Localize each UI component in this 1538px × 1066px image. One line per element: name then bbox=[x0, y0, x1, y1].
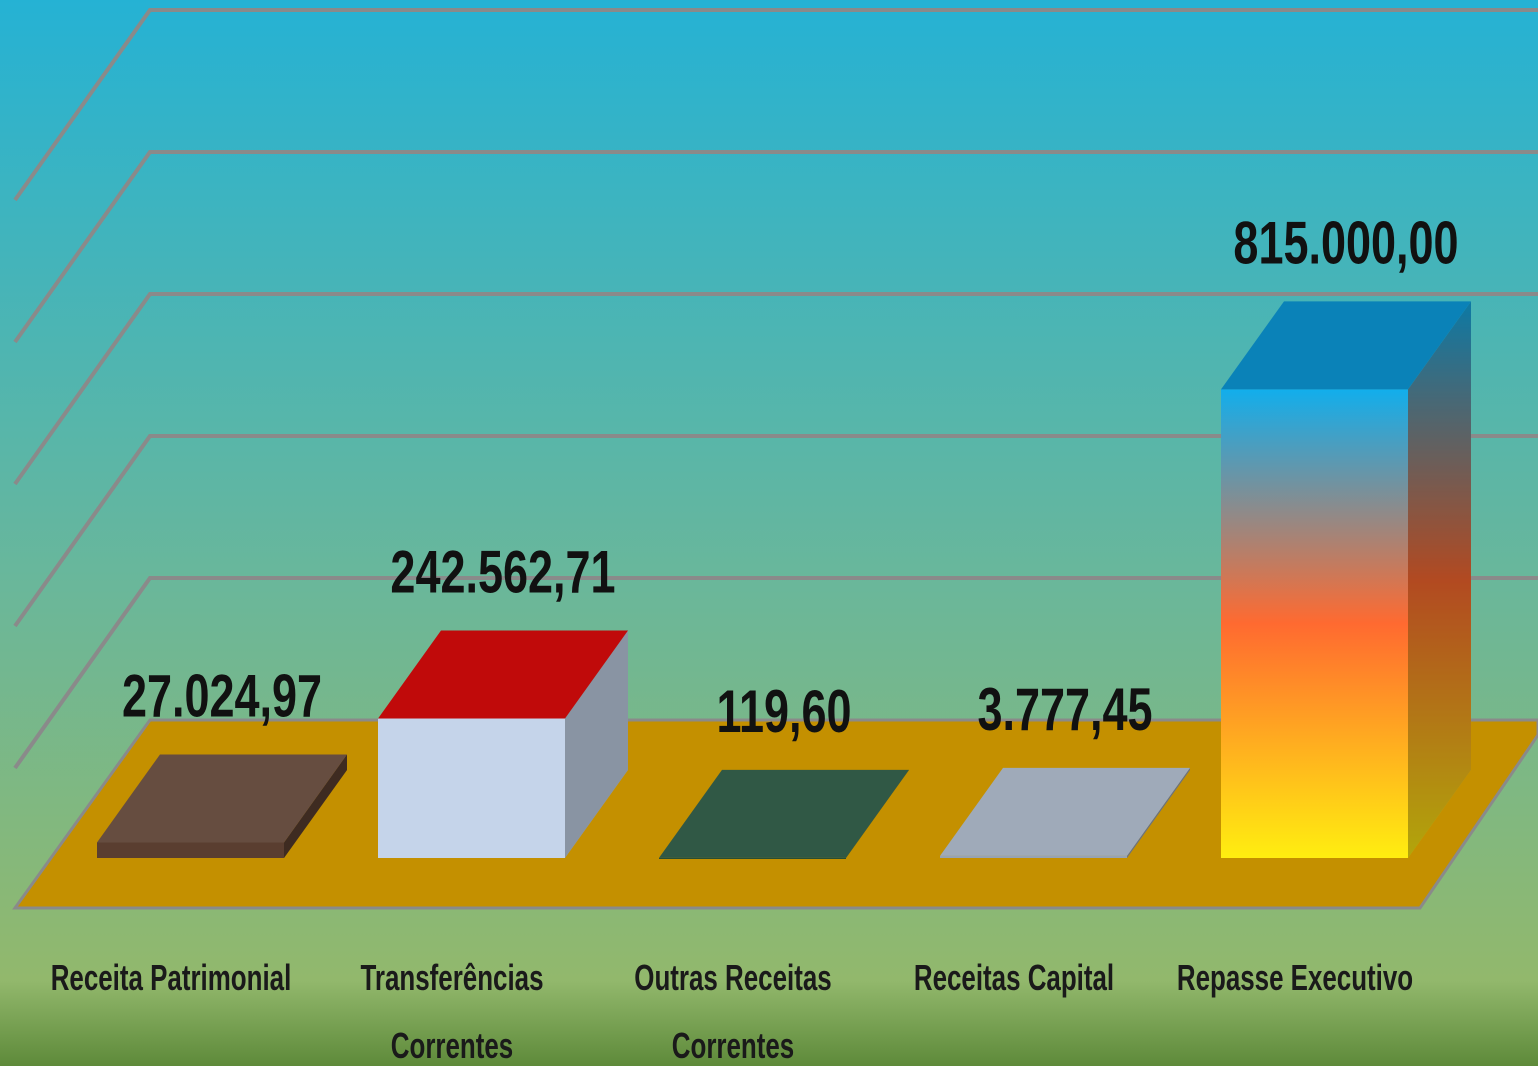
bar-side bbox=[284, 754, 347, 858]
grid-line bbox=[13, 292, 1538, 486]
grid-line bbox=[13, 150, 1538, 344]
bar-side-shade bbox=[565, 630, 628, 858]
bar-top bbox=[940, 767, 1190, 856]
bar bbox=[1221, 389, 1408, 858]
bar-top bbox=[1221, 301, 1471, 390]
bar bbox=[97, 842, 284, 858]
bar-side-shade bbox=[284, 754, 347, 858]
bar-top-shade bbox=[97, 754, 347, 843]
bar-side-shade bbox=[1127, 767, 1190, 858]
x-tick-label: Outras Receitas Correntes bbox=[633, 957, 832, 1066]
x-tick-label: Transferências Correntes bbox=[360, 957, 543, 1066]
value-label: 815.000,00 bbox=[1233, 210, 1458, 277]
bar-top-shade bbox=[659, 769, 909, 858]
bar-side-shade bbox=[846, 769, 909, 858]
bar-top bbox=[659, 769, 909, 858]
grid-line bbox=[13, 576, 1538, 770]
x-tick-label: Repasse Executivo bbox=[1176, 957, 1413, 998]
bar bbox=[659, 857, 846, 859]
grid-line bbox=[13, 434, 1538, 628]
value-label: 27.024,97 bbox=[122, 663, 322, 730]
value-label: 3.777,45 bbox=[977, 677, 1152, 744]
bar-side bbox=[1408, 301, 1471, 858]
x-tick-label: Receita Patrimonial bbox=[50, 957, 291, 998]
bar bbox=[940, 855, 1127, 858]
bar-top-shade bbox=[940, 767, 1190, 856]
grid-line bbox=[13, 8, 1538, 202]
bar-top bbox=[97, 754, 347, 843]
bar-side bbox=[1127, 767, 1190, 858]
bar-side bbox=[846, 769, 909, 858]
bar-side-shade bbox=[1408, 301, 1471, 858]
x-tick-label: Receitas Capital bbox=[913, 957, 1114, 998]
value-label: 242.562,71 bbox=[390, 539, 615, 606]
value-label: 119,60 bbox=[716, 679, 851, 746]
bar-top bbox=[378, 630, 628, 719]
bar bbox=[378, 718, 565, 858]
bar-side bbox=[565, 630, 628, 858]
